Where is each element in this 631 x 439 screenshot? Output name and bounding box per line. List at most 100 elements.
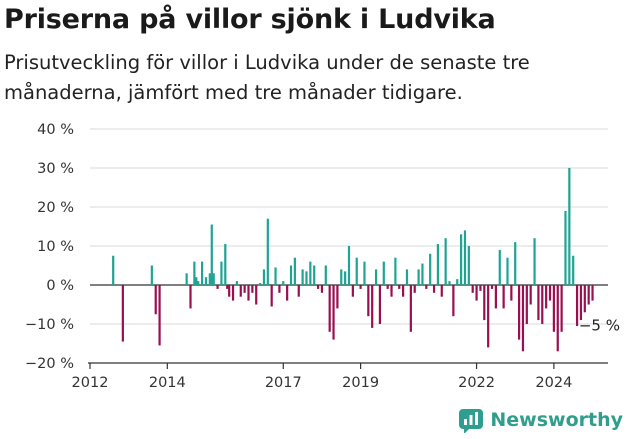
bar	[587, 285, 590, 305]
y-axis-ticks: −20 % −10 % 0 % 10 % 20 % 30 % 40 %	[25, 122, 74, 372]
bar	[197, 281, 200, 285]
bar	[121, 285, 124, 342]
bar	[255, 285, 258, 305]
bar	[150, 265, 153, 285]
bar	[533, 238, 536, 285]
bar	[390, 285, 393, 297]
bar	[226, 285, 229, 289]
y-tick-label: 40 %	[37, 122, 74, 138]
bar	[355, 257, 358, 285]
bar	[583, 285, 586, 313]
bar	[195, 277, 198, 285]
bar	[204, 277, 208, 285]
bar	[452, 285, 455, 317]
bar	[363, 261, 366, 285]
bar	[537, 285, 540, 321]
bar	[405, 269, 409, 285]
bar	[247, 285, 250, 301]
bar	[529, 285, 532, 305]
y-tick-label: 30 %	[37, 161, 74, 177]
bar	[591, 285, 594, 301]
bar	[235, 281, 238, 285]
bar	[158, 285, 161, 346]
bar	[297, 285, 300, 297]
bar	[251, 285, 254, 293]
bar	[432, 285, 436, 293]
bar	[231, 285, 235, 301]
bar	[421, 263, 424, 285]
bar	[347, 246, 351, 285]
bar	[425, 285, 428, 289]
bar	[386, 285, 389, 289]
bar	[545, 285, 548, 309]
bar	[320, 285, 324, 293]
bar	[402, 285, 405, 297]
bar	[216, 285, 219, 289]
bar	[154, 285, 157, 315]
bar	[243, 285, 246, 293]
bar	[359, 285, 362, 289]
bar	[483, 285, 486, 321]
bar	[316, 285, 320, 289]
bar	[189, 285, 192, 309]
bar	[282, 281, 285, 285]
bar	[572, 255, 575, 285]
bar	[382, 261, 385, 285]
bar	[293, 257, 296, 285]
bar	[262, 269, 266, 285]
bar	[210, 224, 213, 285]
bar	[212, 273, 215, 285]
bar	[556, 285, 559, 352]
bar	[394, 257, 397, 285]
bar	[398, 285, 401, 289]
bar	[564, 210, 567, 285]
bar	[417, 269, 420, 285]
bar	[289, 265, 293, 285]
bar	[409, 285, 412, 332]
y-tick-label: 0 %	[46, 278, 74, 294]
y-tick-label: 10 %	[37, 239, 74, 255]
bar	[440, 285, 443, 297]
x-tick-label: 2022	[458, 375, 495, 391]
bar	[328, 285, 331, 332]
x-tick-label: 2024	[535, 375, 572, 391]
y-tick-label: −10 %	[25, 317, 74, 333]
bar	[560, 285, 563, 332]
brand: Newsworthy	[458, 407, 623, 433]
bar	[548, 285, 552, 301]
newsworthy-logo-icon	[459, 409, 484, 433]
bars	[112, 168, 594, 352]
bar	[506, 257, 509, 285]
bar	[367, 285, 370, 317]
bar	[305, 271, 308, 285]
bar	[351, 285, 354, 297]
bar	[239, 285, 242, 297]
bar	[498, 249, 501, 285]
bar	[579, 285, 583, 321]
bar	[266, 218, 269, 285]
bar	[448, 281, 451, 285]
bar	[378, 285, 382, 324]
last-value-annotation: −5 %	[579, 317, 620, 335]
bar	[274, 267, 277, 285]
bar	[494, 285, 497, 309]
bar	[228, 285, 231, 297]
bar	[313, 265, 316, 285]
chart-title: Priserna på villor sjönk i Ludvika	[4, 4, 496, 35]
brand-name: Newsworthy	[490, 409, 623, 431]
bar	[541, 285, 544, 324]
bar	[220, 261, 223, 285]
bar	[510, 285, 513, 301]
bar	[444, 238, 447, 285]
bar	[270, 285, 273, 307]
x-axis: 2012 2014 2017 2019 2022 2024	[72, 362, 608, 391]
bar	[467, 246, 470, 285]
bar	[193, 261, 196, 285]
x-tick-label: 2019	[342, 375, 379, 391]
x-tick-label: 2012	[72, 375, 109, 391]
bar	[521, 285, 525, 352]
bar	[301, 269, 304, 285]
bar	[208, 273, 211, 285]
bar	[436, 244, 440, 285]
